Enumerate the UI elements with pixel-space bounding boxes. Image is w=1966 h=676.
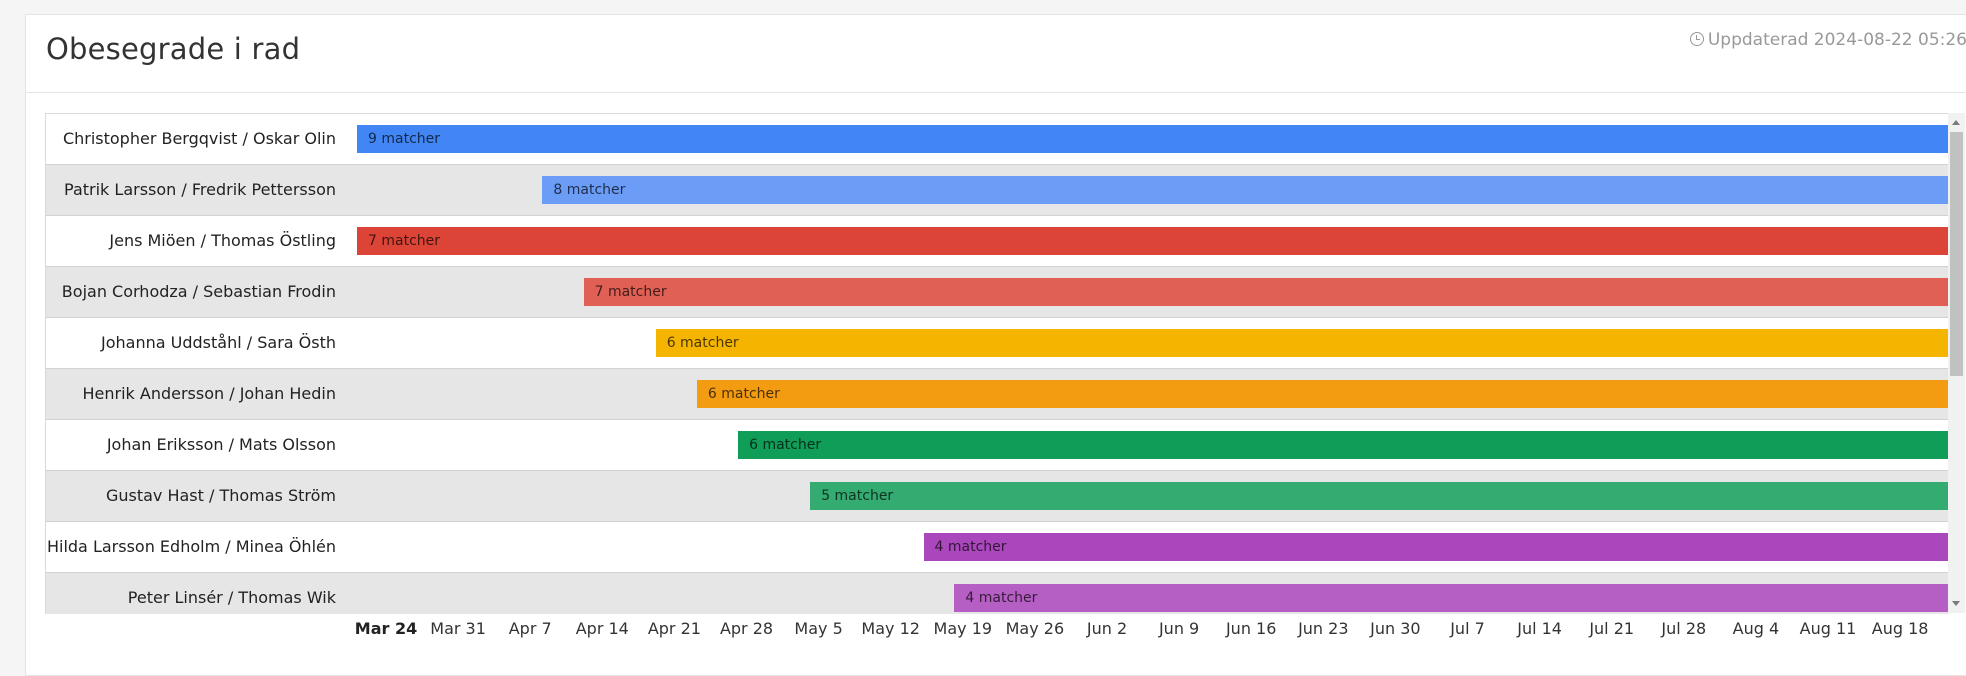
axis-tick-label: Jun 2 — [1086, 619, 1128, 638]
streak-bar[interactable]: 8 matcher — [542, 176, 1948, 204]
axis-tick-label: Jun 9 — [1158, 619, 1200, 638]
row-label: Peter Linsér / Thomas Wik — [127, 588, 336, 607]
chart-row: Peter Linsér / Thomas Wik 4 matcher — [46, 573, 1949, 614]
axis-tick-label: Jul 7 — [1450, 619, 1485, 638]
updated-text: Uppdaterad 2024-08-22 05:26 — [1707, 30, 1966, 50]
streak-bar-label: 6 matcher — [749, 437, 822, 453]
axis-tick-label: May 19 — [933, 619, 993, 638]
chart-scrollbar[interactable] — [1948, 113, 1965, 613]
axis-tick-label: Aug 4 — [1732, 619, 1780, 638]
axis-tick-label: Apr 28 — [719, 619, 774, 638]
clock-icon — [1689, 32, 1704, 46]
axis-tick-label: May 12 — [861, 619, 920, 638]
streak-bar-label: 7 matcher — [594, 284, 667, 300]
scroll-down-arrow-icon[interactable] — [1952, 601, 1960, 606]
streak-bar-label: 7 matcher — [368, 233, 441, 249]
axis-tick-label: Jun 16 — [1225, 619, 1277, 638]
streak-bar-label: 6 matcher — [707, 386, 780, 402]
streak-bar[interactable]: 6 matcher — [738, 431, 1948, 459]
chart-row: Hilda Larsson Edholm / Minea Öhlén 4 matc… — [46, 522, 1949, 573]
row-label: Jens Miöen / Thomas Östling — [109, 231, 336, 250]
axis-tick-label: Jul 28 — [1661, 619, 1707, 638]
streak-bar[interactable]: 5 matcher — [810, 482, 1948, 510]
scroll-thumb[interactable] — [1950, 132, 1963, 376]
axis-tick-label: Apr 21 — [647, 619, 701, 638]
updated-timestamp: Uppdaterad 2024-08-22 05:26 — [1689, 30, 1966, 50]
timeline-axis: Mar 24 Mar 31 Apr 7 Apr 14 Apr 21 Apr 28 May 5… — [0, 619, 1966, 647]
chart-row: Johanna Uddståhl / Sara Östh 6 matcher — [46, 318, 1949, 369]
chart-row: Gustav Hast / Thomas Ström 5 matcher — [46, 471, 1949, 522]
row-label: Bojan Corhodza / Sebastian Frodin — [61, 282, 336, 301]
axis-tick-label: Mar 24 — [354, 619, 418, 638]
streak-bar[interactable]: 6 matcher — [696, 380, 1948, 408]
row-label: Henrik Andersson / Johan Hedin — [82, 384, 336, 403]
streak-bar-label: 4 matcher — [934, 539, 1007, 555]
chart-row: Patrik Larsson / Fredrik Pettersson 8 mat… — [46, 165, 1949, 216]
chart-row: Bojan Corhodza / Sebastian Frodin 7 match… — [46, 267, 1949, 318]
timeline-chart: Christopher Bergqvist / Oskar Olin 9 matc… — [45, 113, 1949, 614]
axis-tick-label: Jun 30 — [1370, 619, 1421, 638]
row-label: Gustav Hast / Thomas Ström — [105, 486, 336, 505]
chart-row: Johan Eriksson / Mats Olsson 6 matcher — [46, 420, 1949, 471]
page-title: Obesegrade i rad — [46, 32, 301, 66]
streak-bar[interactable]: 7 matcher — [357, 227, 1948, 255]
axis-tick-label: Aug 11 — [1799, 619, 1857, 638]
streak-bar[interactable]: 4 matcher — [954, 584, 1948, 612]
row-label: Johan Eriksson / Mats Olsson — [106, 435, 336, 454]
chart-row: Christopher Bergqvist / Oskar Olin 9 matc… — [46, 114, 1949, 165]
axis-tick-label: May 5 — [794, 619, 843, 638]
axis-tick-label: Mar 31 — [430, 619, 486, 638]
panel-header: Obesegrade i rad Uppdaterad 2024-08-22 0… — [26, 15, 1966, 93]
axis-tick-label: Aug 18 — [1871, 619, 1929, 638]
streak-bar[interactable]: 7 matcher — [583, 278, 1948, 306]
axis-tick-label: May 26 — [1005, 619, 1065, 638]
streak-bar[interactable]: 9 matcher — [357, 125, 1948, 153]
row-label: Patrik Larsson / Fredrik Pettersson — [64, 180, 336, 199]
axis-tick-label: Jul 14 — [1517, 619, 1562, 638]
scroll-up-arrow-icon[interactable] — [1952, 120, 1960, 125]
chart-row: Henrik Andersson / Johan Hedin 6 matcher — [46, 369, 1949, 420]
streak-bar[interactable]: 4 matcher — [923, 533, 1948, 561]
streak-bar-label: 8 matcher — [553, 182, 626, 198]
chart-row: Jens Miöen / Thomas Östling 7 matcher — [46, 216, 1949, 267]
row-label: Christopher Bergqvist / Oskar Olin — [62, 129, 336, 148]
row-label: Johanna Uddståhl / Sara Östh — [101, 333, 336, 352]
streak-bar-label: 4 matcher — [965, 590, 1038, 606]
axis-tick-label: Apr 14 — [575, 619, 629, 638]
row-label: Hilda Larsson Edholm / Minea Öhlén — [46, 537, 336, 556]
axis-tick-label: Jun 23 — [1298, 619, 1349, 638]
axis-tick-label: Jul 21 — [1589, 619, 1635, 638]
streak-bar[interactable]: 6 matcher — [655, 329, 1948, 357]
streak-bar-label: 9 matcher — [368, 131, 441, 147]
axis-tick-label: Apr 7 — [508, 619, 552, 638]
streak-bar-label: 6 matcher — [666, 335, 739, 351]
streak-bar-label: 5 matcher — [821, 488, 894, 504]
